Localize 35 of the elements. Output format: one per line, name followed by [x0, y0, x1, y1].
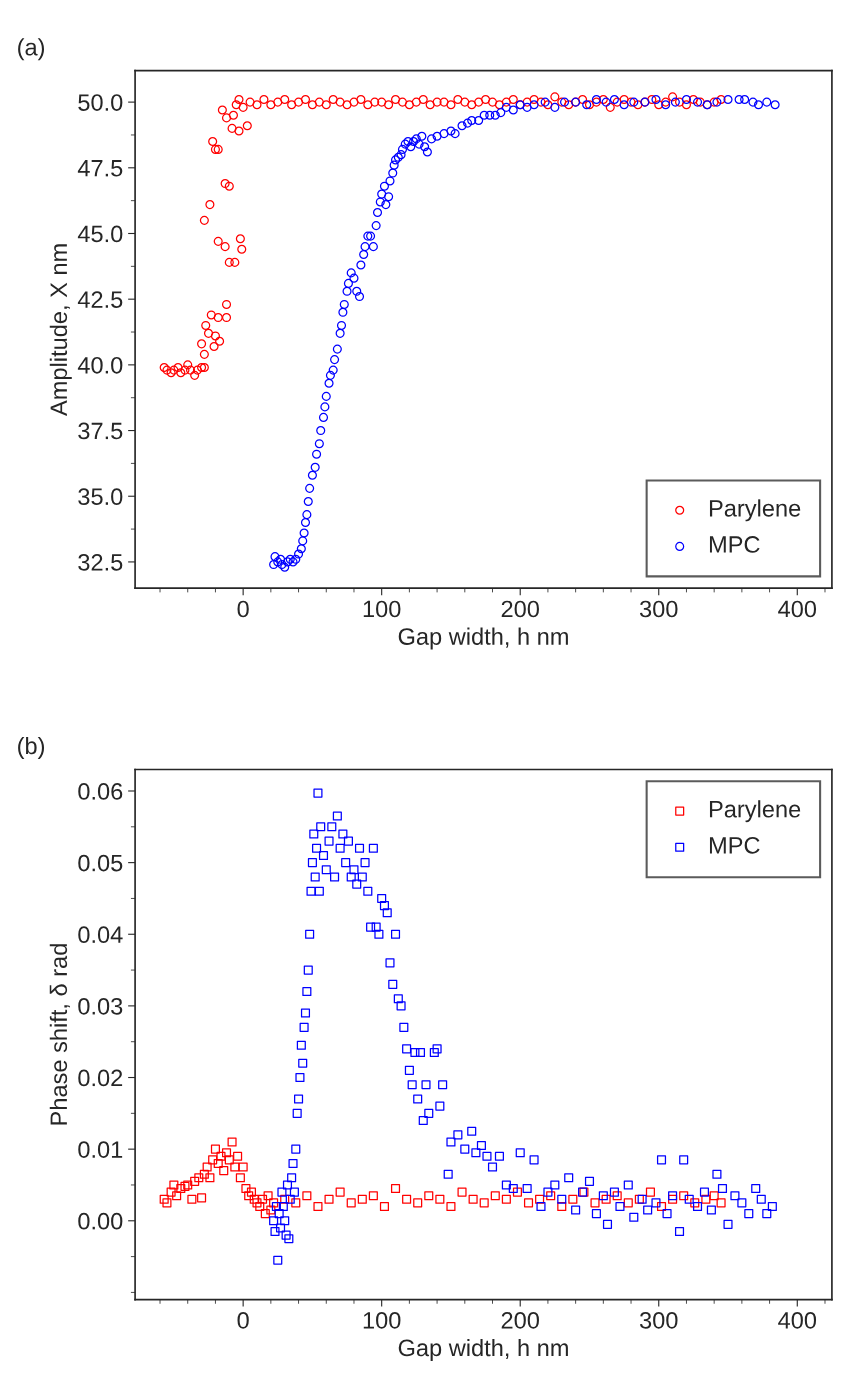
legend-label: MPC	[709, 536, 760, 553]
x-axis-title: Gap width, h nm	[398, 1338, 568, 1361]
x-tick-label: 200	[501, 600, 539, 618]
x-tick-label: 300	[639, 1312, 678, 1329]
legend-label: Parylene	[709, 800, 801, 823]
y-tick-label: 47.5	[77, 160, 123, 177]
y-axis-title: Phase shift, δ rad	[49, 944, 70, 1125]
y-tick-label: 0.04	[78, 926, 123, 944]
y-tick-label: 0.05	[78, 854, 123, 872]
legend-label: MPC	[709, 837, 760, 854]
x-tick-label: 0	[237, 600, 249, 618]
x-tick-label: 100	[363, 1312, 401, 1329]
y-tick-label: 0.02	[78, 1069, 123, 1087]
legend-label: Parylene	[709, 499, 801, 522]
y-tick-label: 0.00	[78, 1212, 123, 1230]
y-tick-label: 50.0	[78, 94, 123, 111]
y-tick-label: 45.0	[77, 225, 123, 243]
y-tick-label: 37.5	[78, 422, 123, 440]
y-tick-label: 32.5	[78, 553, 123, 571]
x-tick-label: 0	[237, 1312, 249, 1329]
x-tick-label: 300	[639, 600, 678, 618]
x-tick-label: 400	[778, 1312, 817, 1329]
text: (a)	[18, 38, 45, 61]
y-tick-label: 42.5	[77, 291, 123, 308]
x-tick-label: 400	[778, 600, 817, 618]
x-tick-label: 100	[363, 600, 401, 618]
y-tick-label: 40.0	[77, 356, 123, 374]
y-tick-label: 35.0	[78, 488, 123, 506]
y-tick-label: 0.06	[78, 783, 123, 800]
x-tick-label: 200	[501, 1312, 539, 1329]
y-tick-label: 0.03	[78, 997, 123, 1015]
text: (b)	[18, 736, 45, 759]
x-axis-title: Gap width, h nm	[398, 627, 568, 650]
y-axis-title: Amplitude, X nm	[49, 244, 72, 416]
y-tick-label: 0.01	[78, 1141, 123, 1158]
